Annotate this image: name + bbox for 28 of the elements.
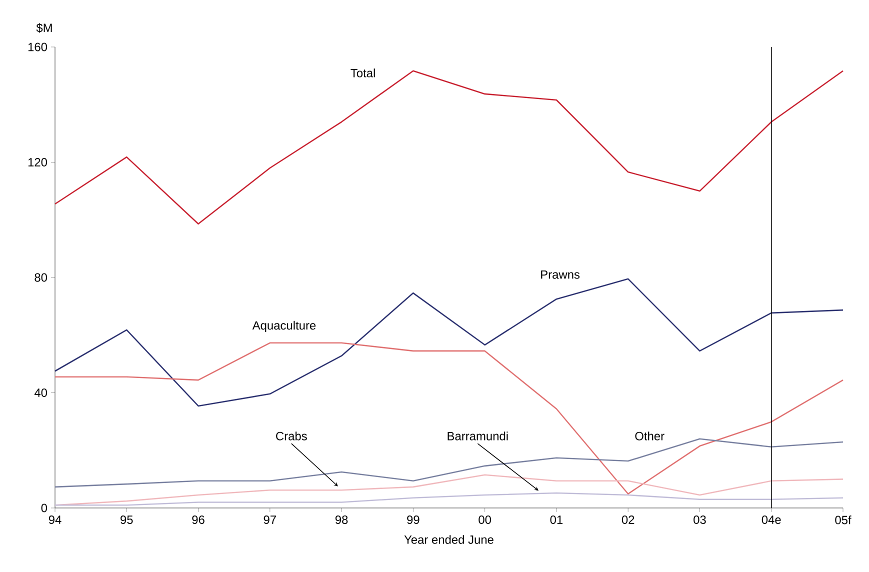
x-tick-label: 02 [622,516,634,524]
y-tick-label: 80 [34,273,48,282]
x-axis-title: Year ended June [404,535,494,544]
x-tick-label: 04e [762,516,781,524]
x-tick-label: 98 [335,516,348,524]
y-tick-label: 160 [28,42,48,52]
x-tick-label: 01 [550,516,563,524]
series-label: Prawns [541,270,580,279]
y-tick-label: 120 [28,158,48,166]
x-tick-label: 05f [835,516,852,524]
x-tick-label: 00 [478,516,492,524]
text: Crabs [276,432,307,440]
line-series [54,342,844,495]
y-axis-title: $M [36,23,52,33]
x-tick-label: 03 [694,516,706,524]
series-label: Other [635,432,664,440]
y-tick-label: 0 [41,504,48,512]
x-tick-label: 96 [192,516,204,524]
line-series [54,278,844,407]
line-series [54,70,844,225]
x-tick-label: 94 [48,516,62,524]
y-tick-label: 40 [34,388,48,397]
x-tick-label: 97 [264,516,276,524]
x-tick-label: 99 [407,516,420,524]
text: Barramundi [448,432,508,440]
series-label: Total [350,68,375,78]
series-label: Aquaculture [252,320,316,332]
x-tick-label: 95 [120,516,133,524]
